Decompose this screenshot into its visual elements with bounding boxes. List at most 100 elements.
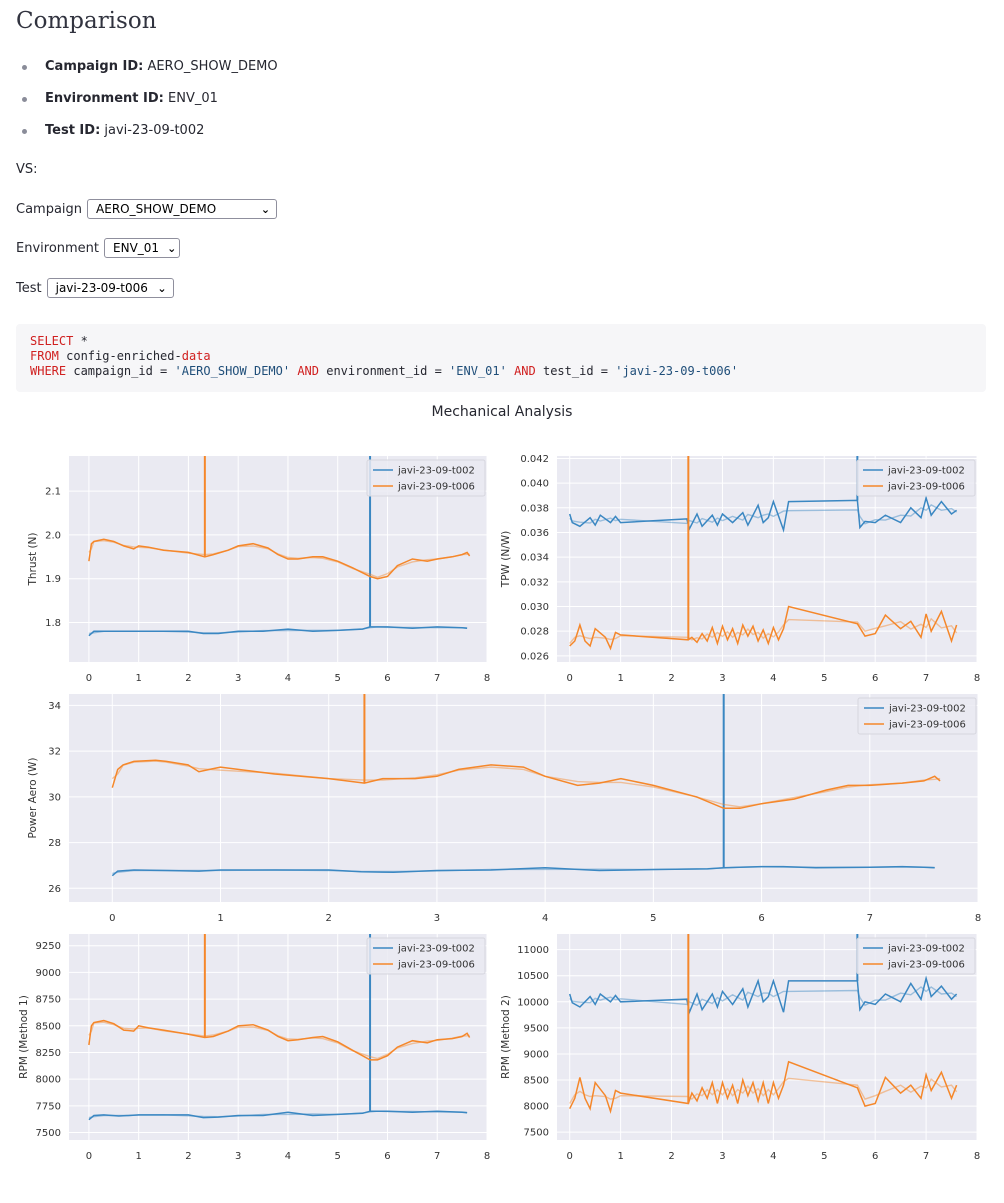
y-tick-label: 0.030: [520, 602, 549, 613]
legend-box: [366, 937, 486, 975]
chevron-down-icon: ⌄: [167, 241, 177, 255]
x-tick-label: 6: [384, 1151, 390, 1162]
legend-label: javi-23-09-t002: [887, 944, 965, 955]
sql-keyword: FROM: [30, 349, 59, 363]
y-tick-label: 10500: [517, 971, 549, 982]
y-tick-label: 32: [48, 747, 61, 758]
y-axis-label: TPW (N/W): [500, 531, 512, 588]
y-axis-label: Power Aero (W): [27, 758, 39, 839]
x-tick-label: 8: [484, 673, 490, 684]
sql-string: 'javi-23-09-t006': [615, 364, 739, 378]
x-tick-label: 2: [185, 1151, 191, 1162]
metadata-list: Campaign ID: AERO_SHOW_DEMO Environment …: [0, 52, 278, 148]
series-smoothed-line: [111, 760, 941, 808]
sql-string: 'AERO_SHOW_DEMO': [174, 364, 291, 378]
series-line: [88, 626, 468, 637]
x-tick-label: 0: [109, 913, 115, 924]
x-tick-label: 2: [668, 673, 674, 684]
bullet-icon: [22, 65, 27, 70]
series-line: [111, 759, 941, 810]
y-tick-label: 8250: [36, 1048, 61, 1059]
x-tick-label: 0: [567, 1151, 573, 1162]
y-tick-label: 2.0: [45, 530, 61, 541]
x-tick-label: 6: [872, 673, 878, 684]
x-tick-label: 3: [719, 673, 725, 684]
legend-label: javi-23-09-t006: [397, 482, 475, 493]
x-tick-label: 6: [758, 913, 764, 924]
legend-label: javi-23-09-t006: [888, 720, 966, 731]
y-tick-label: 9250: [36, 941, 61, 952]
y-tick-label: 8500: [524, 1076, 549, 1087]
vs-label: VS:: [16, 162, 38, 177]
legend-box: [856, 937, 976, 975]
sql-string: 'ENV_01': [449, 364, 507, 378]
y-tick-label: 2.1: [45, 487, 61, 498]
series-smoothed-line: [569, 1077, 958, 1104]
meta-key: Environment ID:: [45, 91, 164, 106]
test-row: Test javi-23-09-t006 ⌄: [16, 278, 174, 298]
x-tick-label: 7: [434, 1151, 440, 1162]
sql-keyword: SELECT: [30, 334, 74, 348]
series-line: [88, 1110, 468, 1121]
y-tick-label: 8750: [36, 995, 61, 1006]
x-tick-label: 3: [719, 1151, 725, 1162]
x-tick-label: 5: [821, 1151, 827, 1162]
y-tick-label: 0.036: [520, 528, 549, 539]
x-tick-label: 0: [567, 673, 573, 684]
series-line: [568, 495, 958, 533]
campaign-select[interactable]: AERO_SHOW_DEMO ⌄: [87, 199, 278, 219]
campaign-select-value: AERO_SHOW_DEMO: [96, 202, 217, 216]
meta-value: javi-23-09-t002: [104, 123, 205, 138]
x-tick-label: 6: [384, 673, 390, 684]
sql-text: campaign_id =: [66, 364, 175, 378]
x-tick-label: 2: [326, 913, 332, 924]
x-tick-label: 4: [770, 1151, 776, 1162]
y-tick-label: 8000: [36, 1075, 61, 1086]
x-tick-label: 6: [872, 1151, 878, 1162]
x-tick-label: 1: [617, 673, 623, 684]
x-tick-label: 5: [821, 673, 827, 684]
series-line: [568, 975, 958, 1015]
x-tick-label: 4: [285, 1151, 291, 1162]
legend-label: javi-23-09-t006: [887, 960, 965, 971]
environment-select[interactable]: ENV_01 ⌄: [104, 238, 181, 258]
x-tick-label: 3: [235, 673, 241, 684]
legend-label: javi-23-09-t002: [397, 944, 475, 955]
meta-environment: Environment ID: ENV_01: [0, 84, 278, 116]
meta-test: Test ID: javi-23-09-t002: [0, 116, 278, 148]
sql-text: *: [73, 334, 88, 348]
series-line: [111, 865, 935, 877]
y-tick-label: 28: [48, 838, 61, 849]
test-select[interactable]: javi-23-09-t006 ⌄: [46, 278, 174, 298]
series-group: [568, 456, 958, 651]
series-line: [569, 1060, 958, 1115]
campaign-label: Campaign: [16, 201, 83, 217]
legend-label: javi-23-09-t002: [888, 704, 966, 715]
y-tick-label: 7500: [36, 1128, 61, 1139]
y-tick-label: 1.8: [45, 618, 61, 629]
sql-keyword: AND: [506, 364, 536, 378]
bullet-icon: [22, 129, 27, 134]
legend-label: javi-23-09-t006: [397, 960, 475, 971]
y-tick-label: 0.026: [520, 651, 549, 662]
y-tick-label: 10000: [517, 997, 549, 1008]
subplot-thrust: 0 1 2 3 4 5 6 7 8 1.8 1.9 2.0 2.1 Thrust (N) javi-23-0…: [27, 456, 490, 684]
y-tick-label: 0.028: [520, 627, 549, 638]
x-tick-label: 5: [650, 913, 656, 924]
series-group: [111, 694, 941, 877]
y-tick-label: 9000: [524, 1049, 549, 1060]
y-tick-label: 0.038: [520, 503, 549, 514]
y-tick-label: 8000: [524, 1102, 549, 1113]
y-tick-label: 7750: [36, 1101, 61, 1112]
y-tick-label: 8500: [36, 1021, 61, 1032]
legend-box: [856, 459, 976, 497]
x-tick-label: 7: [923, 1151, 929, 1162]
x-tick-label: 1: [217, 913, 223, 924]
x-tick-label: 8: [484, 1151, 490, 1162]
y-tick-label: 11000: [517, 945, 549, 956]
subplot-rpm1: 0 1 2 3 4 5 6 7 8 7500 7750 8000 8250 8500 8750 9000 925…: [18, 934, 490, 1162]
series-line: [569, 605, 958, 651]
y-tick-label: 0.032: [520, 577, 549, 588]
y-tick-label: 9000: [36, 968, 61, 979]
